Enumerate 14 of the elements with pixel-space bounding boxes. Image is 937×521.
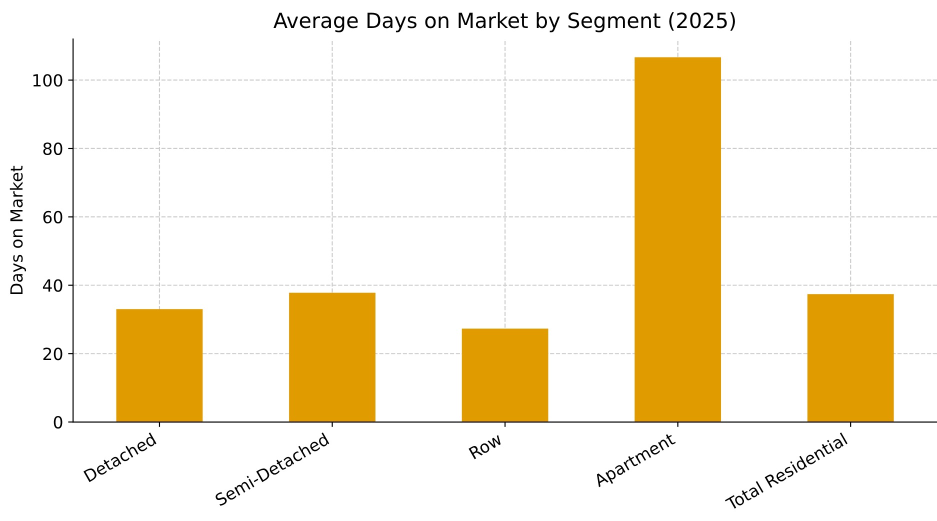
y-tick-label: 60 [43,210,62,224]
bar [116,309,203,422]
bar [289,292,376,422]
chart-title: Average Days on Market by Segment (2025) [274,12,735,32]
bar [634,57,722,422]
y-tick-label: 20 [43,348,62,360]
bar [462,328,548,422]
y-tick-label: 40 [42,279,62,292]
x-tick-label: Row [468,432,503,460]
y-tick-label: 100 [33,74,62,87]
y-tick-label: 80 [43,142,62,156]
y-axis-title: Days on Market [10,166,26,294]
bar [807,294,894,422]
y-tick-label: 0 [54,416,62,429]
